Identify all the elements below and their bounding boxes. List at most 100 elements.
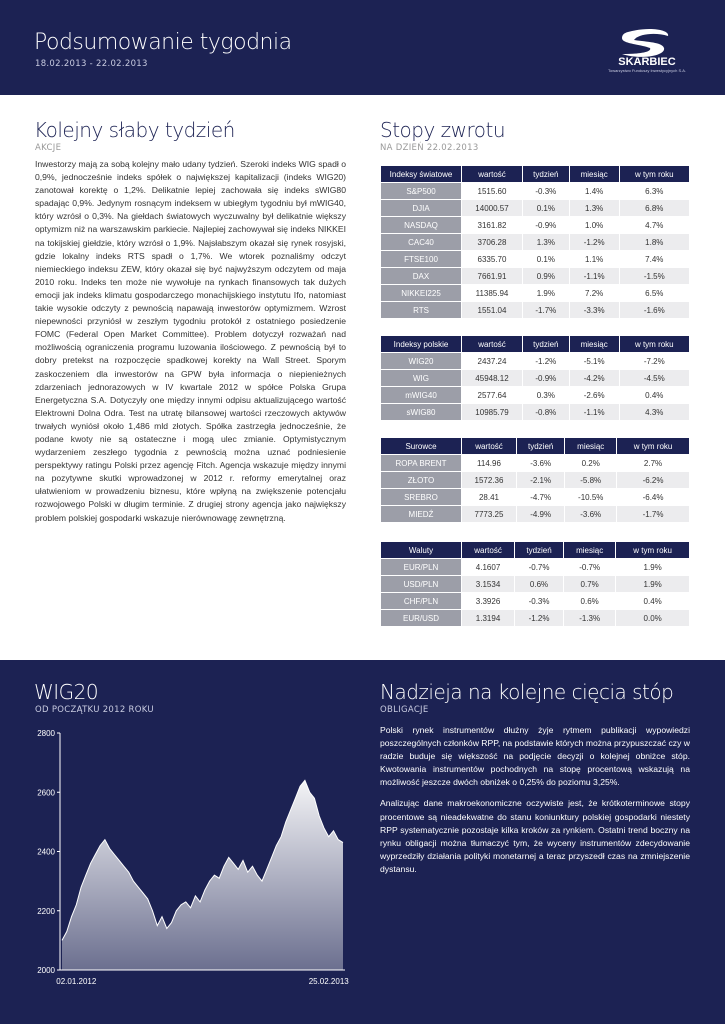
chart-subtitle: OD POCZĄTKU 2012 ROKU [35,705,154,715]
table-cell: -1.2% [521,352,570,370]
header-cell: wartość [460,541,516,559]
table-cell: EUR/USD [380,609,462,627]
table-cell: -1.5% [618,267,691,285]
paragraph: Analizując dane makroekonomiczne oczywis… [380,798,690,874]
table-cell: -5.1% [568,352,620,370]
table-cell: -3.3% [568,301,620,319]
section-category: OBLIGACJE [380,705,429,715]
return-table: Waluty wartość tydzień miesiąc w tym roku EUR… [380,541,690,627]
bonds-text: Polski rynek instrumentów dłużny żyje ry… [380,724,690,884]
chart: 2000 2200 2400 2600 2800 02.01.2012 25.02.2013 [37,729,349,986]
table-cell: 1.9% [615,575,690,593]
table-cell: 0.6% [563,592,617,610]
table-cell: 0.1% [521,199,570,217]
table-cell: sWIG80 [380,403,462,421]
table-row: DAX 7661.91 0.9% -1.1% -1.5% [380,267,691,285]
header-cell: miesiąc [563,541,617,559]
table-cell: -0.7% [514,558,565,576]
header-cell: tydzień [521,165,570,183]
table-cell: 2.7% [616,454,690,472]
header: Podsumowanie tygodnia 18.02.2013 - 22.02… [0,0,725,95]
table-cell: -0.3% [521,182,570,200]
table-cell: 1.8% [618,233,691,251]
table-row: mWIG40 2577.64 0.3% -2.6% 0.4% [380,386,691,404]
table-cell: S&P500 [380,182,462,200]
table-cell: -4.2% [568,369,620,387]
table-cell: 2437.24 [461,352,523,370]
table-header: Waluty wartość tydzień miesiąc w tym roku [380,541,690,559]
table-row: WIG 45948.12 -0.9% -4.2% -4.5% [380,369,691,387]
table-cell: -2.6% [568,386,620,404]
table-row: EUR/USD 1.3194 -1.2% -1.3% 0.0% [380,609,690,627]
table-header: Surowce wartość tydzień miesiąc w tym roku [380,437,690,455]
table-cell: 0.4% [618,386,691,404]
table-cell: -5.8% [564,471,618,489]
table-cell: 4.7% [618,216,691,234]
table-cell: -3.6% [564,505,618,523]
table-row: SREBRO 28.41 -4.7% -10.5% -6.4% [380,488,690,506]
table-cell: USD/PLN [380,575,462,593]
area [62,780,343,970]
table-cell: 3.1534 [460,575,516,593]
table-cell: -1.7% [521,301,570,319]
table-cell: 1.3194 [460,609,516,627]
section-title: Stopy zwrotu [380,118,506,142]
table-cell: CAC40 [380,233,462,251]
return-table: Surowce wartość tydzień miesiąc w tym roku RO… [380,437,690,523]
table-cell: 6.3% [618,182,691,200]
table-cell: 0.9% [521,267,570,285]
table-row: S&P500 1515.60 -0.3% 1.4% 6.3% [380,182,691,200]
paragraph: Polski rynek instrumentów dłużny żyje ry… [380,725,690,788]
table-cell: DAX [380,267,462,285]
table-cell: 45948.12 [461,369,523,387]
page-title: Podsumowanie tygodnia [34,30,292,55]
table-cell: 6.5% [618,284,691,302]
table-cell: 3.3926 [460,592,516,610]
table-row: ROPA BRENT 114.96 -3.6% 0.2% 2.7% [380,454,690,472]
table-cell: 1.1% [568,250,620,268]
table-cell: mWIG40 [380,386,462,404]
table-cell: -10.5% [564,488,618,506]
header-cell: w tym roku [618,165,691,183]
table-cell: MIEDŹ [380,505,462,523]
table-cell: 1.9% [615,558,690,576]
table-cell: 4.3% [618,403,691,421]
section-title: Nadzieja na kolejne cięcia stóp [380,680,674,704]
y-tick-label: 2600 [37,788,55,797]
table-cell: 7.4% [618,250,691,268]
y-tick-label: 2400 [37,848,55,857]
x-tick-label: 02.01.2012 [56,977,97,986]
table-cell: -1.1% [568,267,620,285]
table-cell: -1.1% [568,403,620,421]
header-cell: tydzień [515,437,566,455]
table-row: WIG20 2437.24 -1.2% -5.1% -7.2% [380,352,691,370]
table-cell: ZŁOTO [380,471,462,489]
logo: SKARBIEC Towarzystwo Funduszy Inwestycyj… [608,29,686,73]
table-cell: 28.41 [461,488,517,506]
table-row: RTS 1551.04 -1.7% -3.3% -1.6% [380,301,691,319]
table-cell: NIKKEI225 [380,284,462,302]
table-row: EUR/PLN 4.1607 -0.7% -0.7% 1.9% [380,558,690,576]
table-cell: 11385.94 [461,284,523,302]
table-cell: EUR/PLN [380,558,462,576]
table-cell: 0.3% [521,386,570,404]
table-cell: -2.1% [515,471,566,489]
header-cell: tydzień [514,541,565,559]
table-cell: 10985.79 [461,403,523,421]
section-date: NA DZIEŃ 22.02.2013 [380,143,479,153]
table-row: DJIA 14000.57 0.1% 1.3% 6.8% [380,199,691,217]
y-tick-label: 2200 [37,907,55,916]
table-cell: -7.2% [618,352,691,370]
table-cell: 1.9% [521,284,570,302]
table-cell: 114.96 [461,454,517,472]
table-cell: 14000.57 [461,199,523,217]
table-cell: 6.8% [618,199,691,217]
table-row: sWIG80 10985.79 -0.8% -1.1% 4.3% [380,403,691,421]
line [61,779,344,941]
section-category: AKCJE [35,143,62,153]
header-cell: tydzień [521,335,570,353]
logo-subtitle: Towarzystwo Funduszy Inwestycyjnych S.A. [608,68,686,73]
table-cell: -1.6% [618,301,691,319]
table-cell: 0.4% [615,592,690,610]
